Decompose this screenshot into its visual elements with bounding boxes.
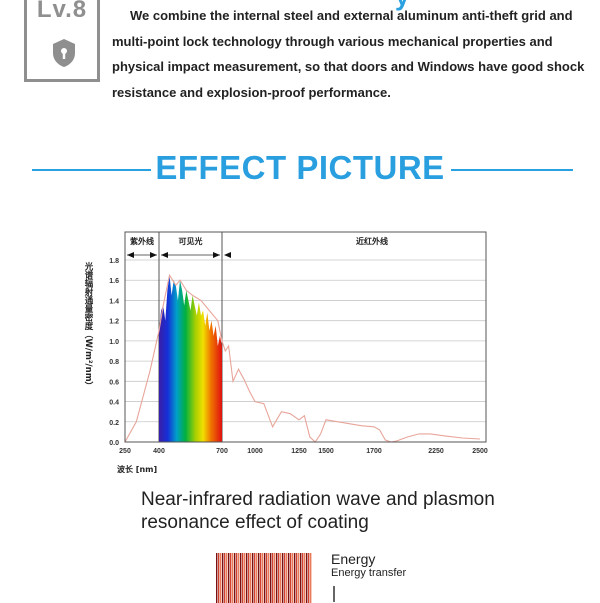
chart-caption: Near-infrared radiation wave and plasmon… xyxy=(141,488,561,534)
y-axis-label: 光谱辐射通量密度（W/m²/nm） xyxy=(83,261,94,390)
y-tick-label: 0.4 xyxy=(109,400,119,407)
stripe xyxy=(258,553,259,603)
stripe xyxy=(282,553,283,603)
stripe xyxy=(310,553,311,603)
stripe xyxy=(256,553,257,603)
energy-label: Energy xyxy=(331,551,375,567)
stripe xyxy=(226,553,227,603)
stripe xyxy=(296,553,297,603)
region-arrowhead xyxy=(213,252,220,258)
stripe xyxy=(248,553,249,603)
stripe xyxy=(298,553,299,603)
region-arrowhead xyxy=(161,252,168,258)
stripe xyxy=(272,553,273,603)
badge-level-text: Lv.8 xyxy=(27,0,97,24)
stripe xyxy=(246,553,247,603)
y-tick-label: 0.2 xyxy=(109,420,119,427)
stripe xyxy=(302,553,303,603)
region-label: 可见光 xyxy=(179,236,203,246)
stripe xyxy=(284,553,285,603)
y-tick-label: 1.2 xyxy=(109,319,119,326)
stripe xyxy=(292,553,293,603)
stripe xyxy=(220,553,221,603)
region-arrowhead xyxy=(150,252,157,258)
x-tick-label: 1700 xyxy=(366,448,382,455)
stripe xyxy=(266,553,267,603)
x-axis-label: 波长 [nm] xyxy=(117,464,157,474)
stripe xyxy=(260,553,261,603)
stripe xyxy=(294,553,295,603)
x-tick-label: 400 xyxy=(153,448,165,455)
stripe xyxy=(240,553,241,603)
y-tick-label: 0.0 xyxy=(109,440,119,447)
y-tick-label: 0.8 xyxy=(109,359,119,366)
stripe xyxy=(308,553,309,603)
stripe xyxy=(232,553,233,603)
x-tick-label: 250 xyxy=(119,448,131,455)
y-tick-label: 1.4 xyxy=(109,298,119,305)
stripe xyxy=(304,553,305,603)
intro-paragraph: We combine the internal steel and extern… xyxy=(112,3,587,105)
y-tick-label: 1.6 xyxy=(109,278,119,285)
x-tick-label: 1000 xyxy=(247,448,263,455)
region-label: 近红外线 xyxy=(356,236,388,246)
stripe xyxy=(288,553,289,603)
x-tick-label: 1250 xyxy=(291,448,307,455)
y-tick-label: 1.0 xyxy=(109,339,119,346)
stripe xyxy=(300,553,301,603)
level-badge: Lv.8 xyxy=(24,0,100,82)
stripe xyxy=(270,553,271,603)
stripe xyxy=(222,553,223,603)
stripe xyxy=(230,553,231,603)
stripe xyxy=(228,553,229,603)
energy-transfer-label: Energy transfer xyxy=(331,567,406,579)
stripe xyxy=(286,553,287,603)
stripe xyxy=(250,553,251,603)
region-arrowhead xyxy=(127,252,134,258)
stripe xyxy=(264,553,265,603)
section-title: EFFECT PICTURE xyxy=(0,149,600,187)
shield-lock-icon xyxy=(51,38,77,68)
stripe xyxy=(216,553,217,603)
stripe xyxy=(224,553,225,603)
stripe xyxy=(274,553,275,603)
stripe xyxy=(290,553,291,603)
spectrum-chart: 紫外线 可见光 近红外线 0.0 0.2 0.4 0.6 0.8 1.0 1.2 1.4 1.6 1.… xyxy=(78,224,498,479)
stripe xyxy=(268,553,269,603)
x-tick-label: 2500 xyxy=(472,448,488,455)
spectrum-stripe-image xyxy=(216,553,312,603)
stripe xyxy=(218,553,219,603)
stripe xyxy=(254,553,255,603)
stripe xyxy=(244,553,245,603)
region-label: 紫外线 xyxy=(130,236,154,246)
x-tick-label: 1500 xyxy=(318,448,334,455)
stripe xyxy=(236,553,237,603)
region-arrowhead xyxy=(224,252,231,258)
stripe xyxy=(280,553,281,603)
y-tick-label: 1.8 xyxy=(109,258,119,265)
stripe xyxy=(234,553,235,603)
stripe xyxy=(252,553,253,603)
stripe xyxy=(242,553,243,603)
stripe xyxy=(262,553,263,603)
stripe xyxy=(278,553,279,603)
x-tick-label: 700 xyxy=(216,448,228,455)
y-tick-label: 0.6 xyxy=(109,379,119,386)
x-tick-label: 2250 xyxy=(428,448,444,455)
stripe xyxy=(306,553,307,603)
stripe xyxy=(276,553,277,603)
stripe xyxy=(238,553,239,603)
